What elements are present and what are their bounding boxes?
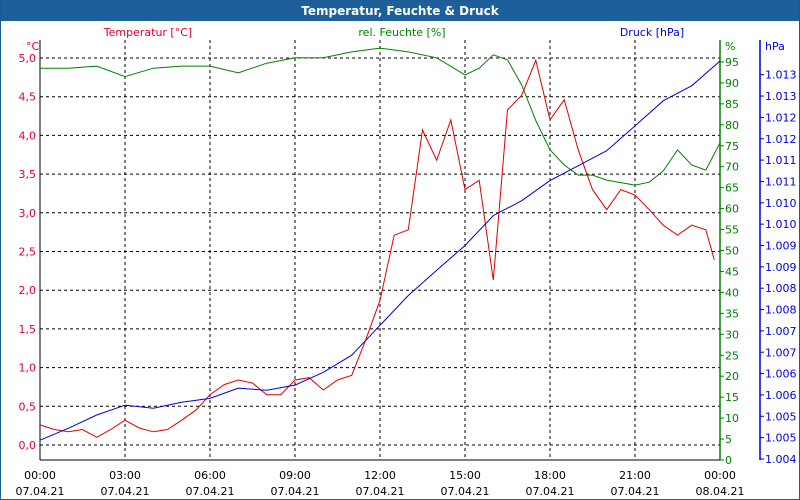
pressure-tick-label: 1.011 bbox=[765, 175, 797, 188]
humidity-tick-label: 85 bbox=[725, 98, 739, 111]
humidity-tick-label: 70 bbox=[725, 161, 739, 174]
temp-tick-label: 0,5 bbox=[19, 400, 37, 413]
temp-unit: °C bbox=[26, 40, 40, 53]
pressure-tick-label: 1.005 bbox=[765, 432, 797, 445]
x-tick-time: 03:00 bbox=[109, 469, 141, 482]
humidity-tick-label: 60 bbox=[725, 203, 739, 216]
x-tick-date: 07.04.21 bbox=[356, 485, 405, 498]
temp-tick-label: 1,0 bbox=[19, 362, 37, 375]
x-tick-time: 12:00 bbox=[364, 469, 396, 482]
pressure-tick-label: 1.009 bbox=[765, 240, 797, 253]
temp-tick-label: 5,0 bbox=[19, 52, 37, 65]
humidity-tick-label: 5 bbox=[725, 433, 732, 446]
temp-tick-label: 1,5 bbox=[19, 323, 37, 336]
x-tick-time: 00:00 bbox=[704, 469, 736, 482]
temp-tick-label: 0,0 bbox=[19, 439, 37, 452]
humidity-axis-title: rel. Feuchte [%] bbox=[358, 26, 445, 39]
humidity-tick-label: 80 bbox=[725, 119, 739, 132]
x-tick-time: 18:00 bbox=[534, 469, 566, 482]
humidity-tick-label: 65 bbox=[725, 182, 739, 195]
humidity-tick-label: 25 bbox=[725, 349, 739, 362]
x-tick-date: 07.04.21 bbox=[611, 485, 660, 498]
pressure-tick-label: 1.007 bbox=[765, 325, 797, 338]
pressure-tick-label: 1.011 bbox=[765, 154, 797, 167]
temp-axis-title: Temperatur [°C] bbox=[103, 26, 192, 39]
x-tick-time: 00:00 bbox=[24, 469, 56, 482]
humidity-tick-label: 35 bbox=[725, 307, 739, 320]
pressure-tick-label: 1.012 bbox=[765, 133, 797, 146]
x-tick-time: 15:00 bbox=[449, 469, 481, 482]
temp-tick-label: 2,0 bbox=[19, 284, 37, 297]
pressure-tick-label: 1.006 bbox=[765, 368, 797, 381]
humidity-tick-label: 15 bbox=[725, 391, 739, 404]
pressure-tick-label: 1.005 bbox=[765, 410, 797, 423]
x-tick-date: 08.04.21 bbox=[696, 485, 745, 498]
series-line-humidity bbox=[40, 47, 721, 186]
pressure-tick-label: 1.004 bbox=[765, 453, 797, 466]
window-title: Temperatur, Feuchte & Druck bbox=[1, 1, 799, 21]
pressure-tick-label: 1.013 bbox=[765, 69, 797, 82]
temp-tick-label: 3,5 bbox=[19, 168, 37, 181]
temp-tick-label: 4,0 bbox=[19, 129, 37, 142]
humidity-tick-label: 50 bbox=[725, 245, 739, 258]
pressure-tick-label: 1.008 bbox=[765, 304, 797, 317]
humidity-tick-label: 45 bbox=[725, 265, 739, 278]
pressure-tick-label: 1.008 bbox=[765, 282, 797, 295]
humidity-unit: % bbox=[725, 40, 735, 53]
humidity-tick-label: 20 bbox=[725, 370, 739, 383]
x-tick-time: 21:00 bbox=[619, 469, 651, 482]
series-line-pressure bbox=[39, 60, 721, 441]
x-tick-time: 09:00 bbox=[279, 469, 311, 482]
pressure-unit: hPa bbox=[765, 40, 785, 53]
x-tick-date: 07.04.21 bbox=[526, 485, 575, 498]
x-tick-date: 07.04.21 bbox=[271, 485, 320, 498]
humidity-tick-label: 75 bbox=[725, 140, 739, 153]
pressure-tick-label: 1.006 bbox=[765, 389, 797, 402]
humidity-tick-label: 95 bbox=[725, 56, 739, 69]
temp-tick-label: 3,0 bbox=[19, 207, 37, 220]
x-tick-date: 07.04.21 bbox=[186, 485, 235, 498]
pressure-tick-label: 1.009 bbox=[765, 261, 797, 274]
humidity-tick-label: 10 bbox=[725, 412, 739, 425]
pressure-tick-label: 1.010 bbox=[765, 197, 797, 210]
x-tick-date: 07.04.21 bbox=[101, 485, 150, 498]
pressure-tick-label: 1.007 bbox=[765, 346, 797, 359]
humidity-tick-label: 30 bbox=[725, 328, 739, 341]
humidity-tick-label: 0 bbox=[725, 454, 732, 467]
pressure-axis-title: Druck [hPa] bbox=[620, 26, 684, 39]
series-line-temperature bbox=[39, 58, 715, 438]
pressure-tick-label: 1.013 bbox=[765, 90, 797, 103]
temp-tick-label: 4,5 bbox=[19, 91, 37, 104]
temp-tick-label: 2,5 bbox=[19, 246, 37, 259]
pressure-tick-label: 1.012 bbox=[765, 111, 797, 124]
humidity-tick-label: 55 bbox=[725, 224, 739, 237]
x-tick-time: 06:00 bbox=[194, 469, 226, 482]
humidity-tick-label: 40 bbox=[725, 286, 739, 299]
x-tick-date: 07.04.21 bbox=[16, 485, 65, 498]
pressure-tick-label: 1.010 bbox=[765, 218, 797, 231]
x-tick-date: 07.04.21 bbox=[441, 485, 490, 498]
humidity-tick-label: 90 bbox=[725, 77, 739, 90]
